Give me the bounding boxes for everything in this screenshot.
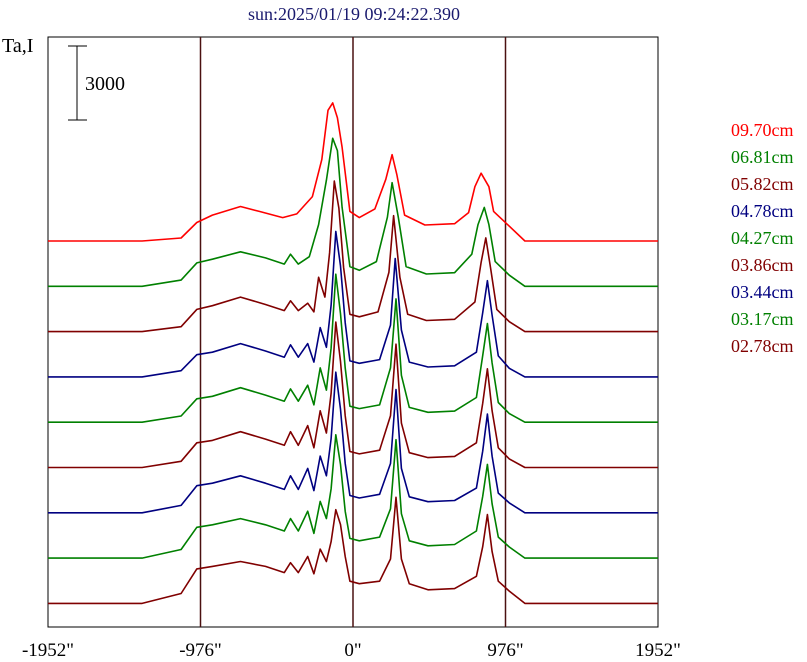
series-line-02.78cm	[48, 496, 658, 605]
legend-entry: 04.27cm	[731, 228, 794, 248]
series-line-04.27cm	[48, 273, 658, 424]
series-line-03.86cm	[48, 321, 658, 469]
legend: 09.70cm 06.81cm 05.82cm 04.78cm 04.27cm 03.86…	[731, 120, 794, 356]
y-axis-label: Ta,I	[2, 35, 33, 57]
series-line-06.81cm	[48, 137, 658, 288]
scale-bar-label: 3000	[85, 73, 125, 95]
vertical-guides	[199, 37, 507, 627]
series-line-04.78cm	[48, 230, 658, 378]
x-tick-label: -1952"	[22, 640, 74, 661]
legend-entry: 04.78cm	[731, 201, 794, 221]
series-line-05.82cm	[48, 180, 658, 333]
legend-entry: 09.70cm	[731, 120, 794, 140]
series-line-03.44cm	[48, 371, 658, 514]
legend-entry: 05.82cm	[731, 174, 794, 194]
x-tick-label: 1952"	[635, 640, 681, 661]
x-tick-label: -976"	[179, 640, 222, 661]
x-tick-label: 976"	[487, 640, 523, 661]
legend-entry: 06.81cm	[731, 147, 794, 167]
x-tick-label: 0"	[344, 640, 361, 661]
series-layer	[48, 102, 658, 605]
series-line-09.70cm	[48, 102, 658, 242]
series-line-03.17cm	[48, 433, 658, 559]
legend-entry: 03.86cm	[731, 255, 794, 275]
legend-entry: 03.44cm	[731, 282, 794, 302]
scale-bar: 3000	[68, 45, 125, 121]
chart-title: sun:2025/01/19 09:24:22.390	[248, 4, 460, 24]
legend-entry: 02.78cm	[731, 336, 794, 356]
legend-entry: 03.17cm	[731, 309, 794, 329]
x-tick-labels: -1952" -976" 0" 976" 1952"	[22, 640, 681, 661]
